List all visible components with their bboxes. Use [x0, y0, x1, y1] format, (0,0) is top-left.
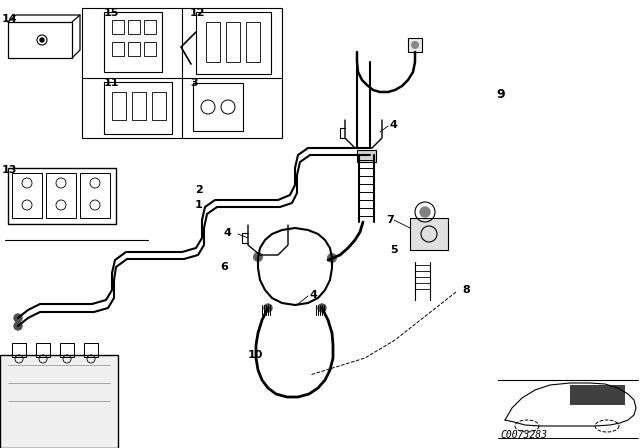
Text: 7: 7	[386, 215, 394, 225]
Bar	[84, 343, 98, 357]
Text: 15: 15	[104, 8, 120, 18]
Text: 10: 10	[248, 350, 264, 360]
Bar	[206, 22, 220, 62]
Text: 9: 9	[496, 88, 504, 101]
Bar	[128, 42, 140, 56]
Circle shape	[264, 304, 272, 312]
Text: 1: 1	[195, 200, 203, 210]
Bar	[60, 343, 74, 357]
Bar	[112, 92, 126, 120]
Bar	[80, 173, 110, 218]
Text: 8: 8	[462, 285, 470, 295]
Text: 3: 3	[190, 78, 198, 88]
Circle shape	[40, 38, 44, 42]
Text: 11: 11	[104, 78, 120, 88]
Bar	[152, 92, 166, 120]
Bar	[196, 12, 271, 74]
Text: 5: 5	[390, 245, 397, 255]
Circle shape	[14, 322, 22, 330]
Text: 12: 12	[190, 8, 205, 18]
Bar	[36, 343, 50, 357]
Bar	[246, 22, 260, 62]
Text: 4: 4	[390, 120, 398, 130]
Circle shape	[411, 41, 419, 49]
Text: 4: 4	[310, 290, 318, 300]
Text: C0073283: C0073283	[500, 430, 547, 440]
Bar	[0, 355, 118, 448]
Bar	[112, 20, 124, 34]
Bar	[144, 20, 156, 34]
Circle shape	[420, 207, 430, 217]
Bar	[12, 173, 42, 218]
Text: 14: 14	[2, 14, 18, 24]
Bar	[570, 385, 625, 405]
Text: 4: 4	[224, 228, 232, 238]
Bar	[357, 150, 376, 162]
Circle shape	[253, 252, 263, 262]
Bar	[104, 12, 162, 72]
Bar	[12, 343, 26, 357]
Bar	[193, 83, 243, 131]
Bar	[132, 92, 146, 120]
Circle shape	[318, 304, 326, 312]
Bar	[408, 38, 422, 52]
Bar	[128, 20, 140, 34]
Bar	[82, 8, 282, 138]
Text: 6: 6	[220, 262, 228, 272]
Bar	[410, 218, 448, 250]
Bar	[112, 42, 124, 56]
Text: 13: 13	[2, 165, 17, 175]
Bar	[144, 42, 156, 56]
Bar	[226, 22, 240, 62]
Bar	[8, 168, 116, 224]
Circle shape	[14, 314, 22, 322]
Bar	[104, 82, 172, 134]
Circle shape	[327, 253, 337, 263]
Bar	[46, 173, 76, 218]
Text: 2: 2	[195, 185, 203, 195]
